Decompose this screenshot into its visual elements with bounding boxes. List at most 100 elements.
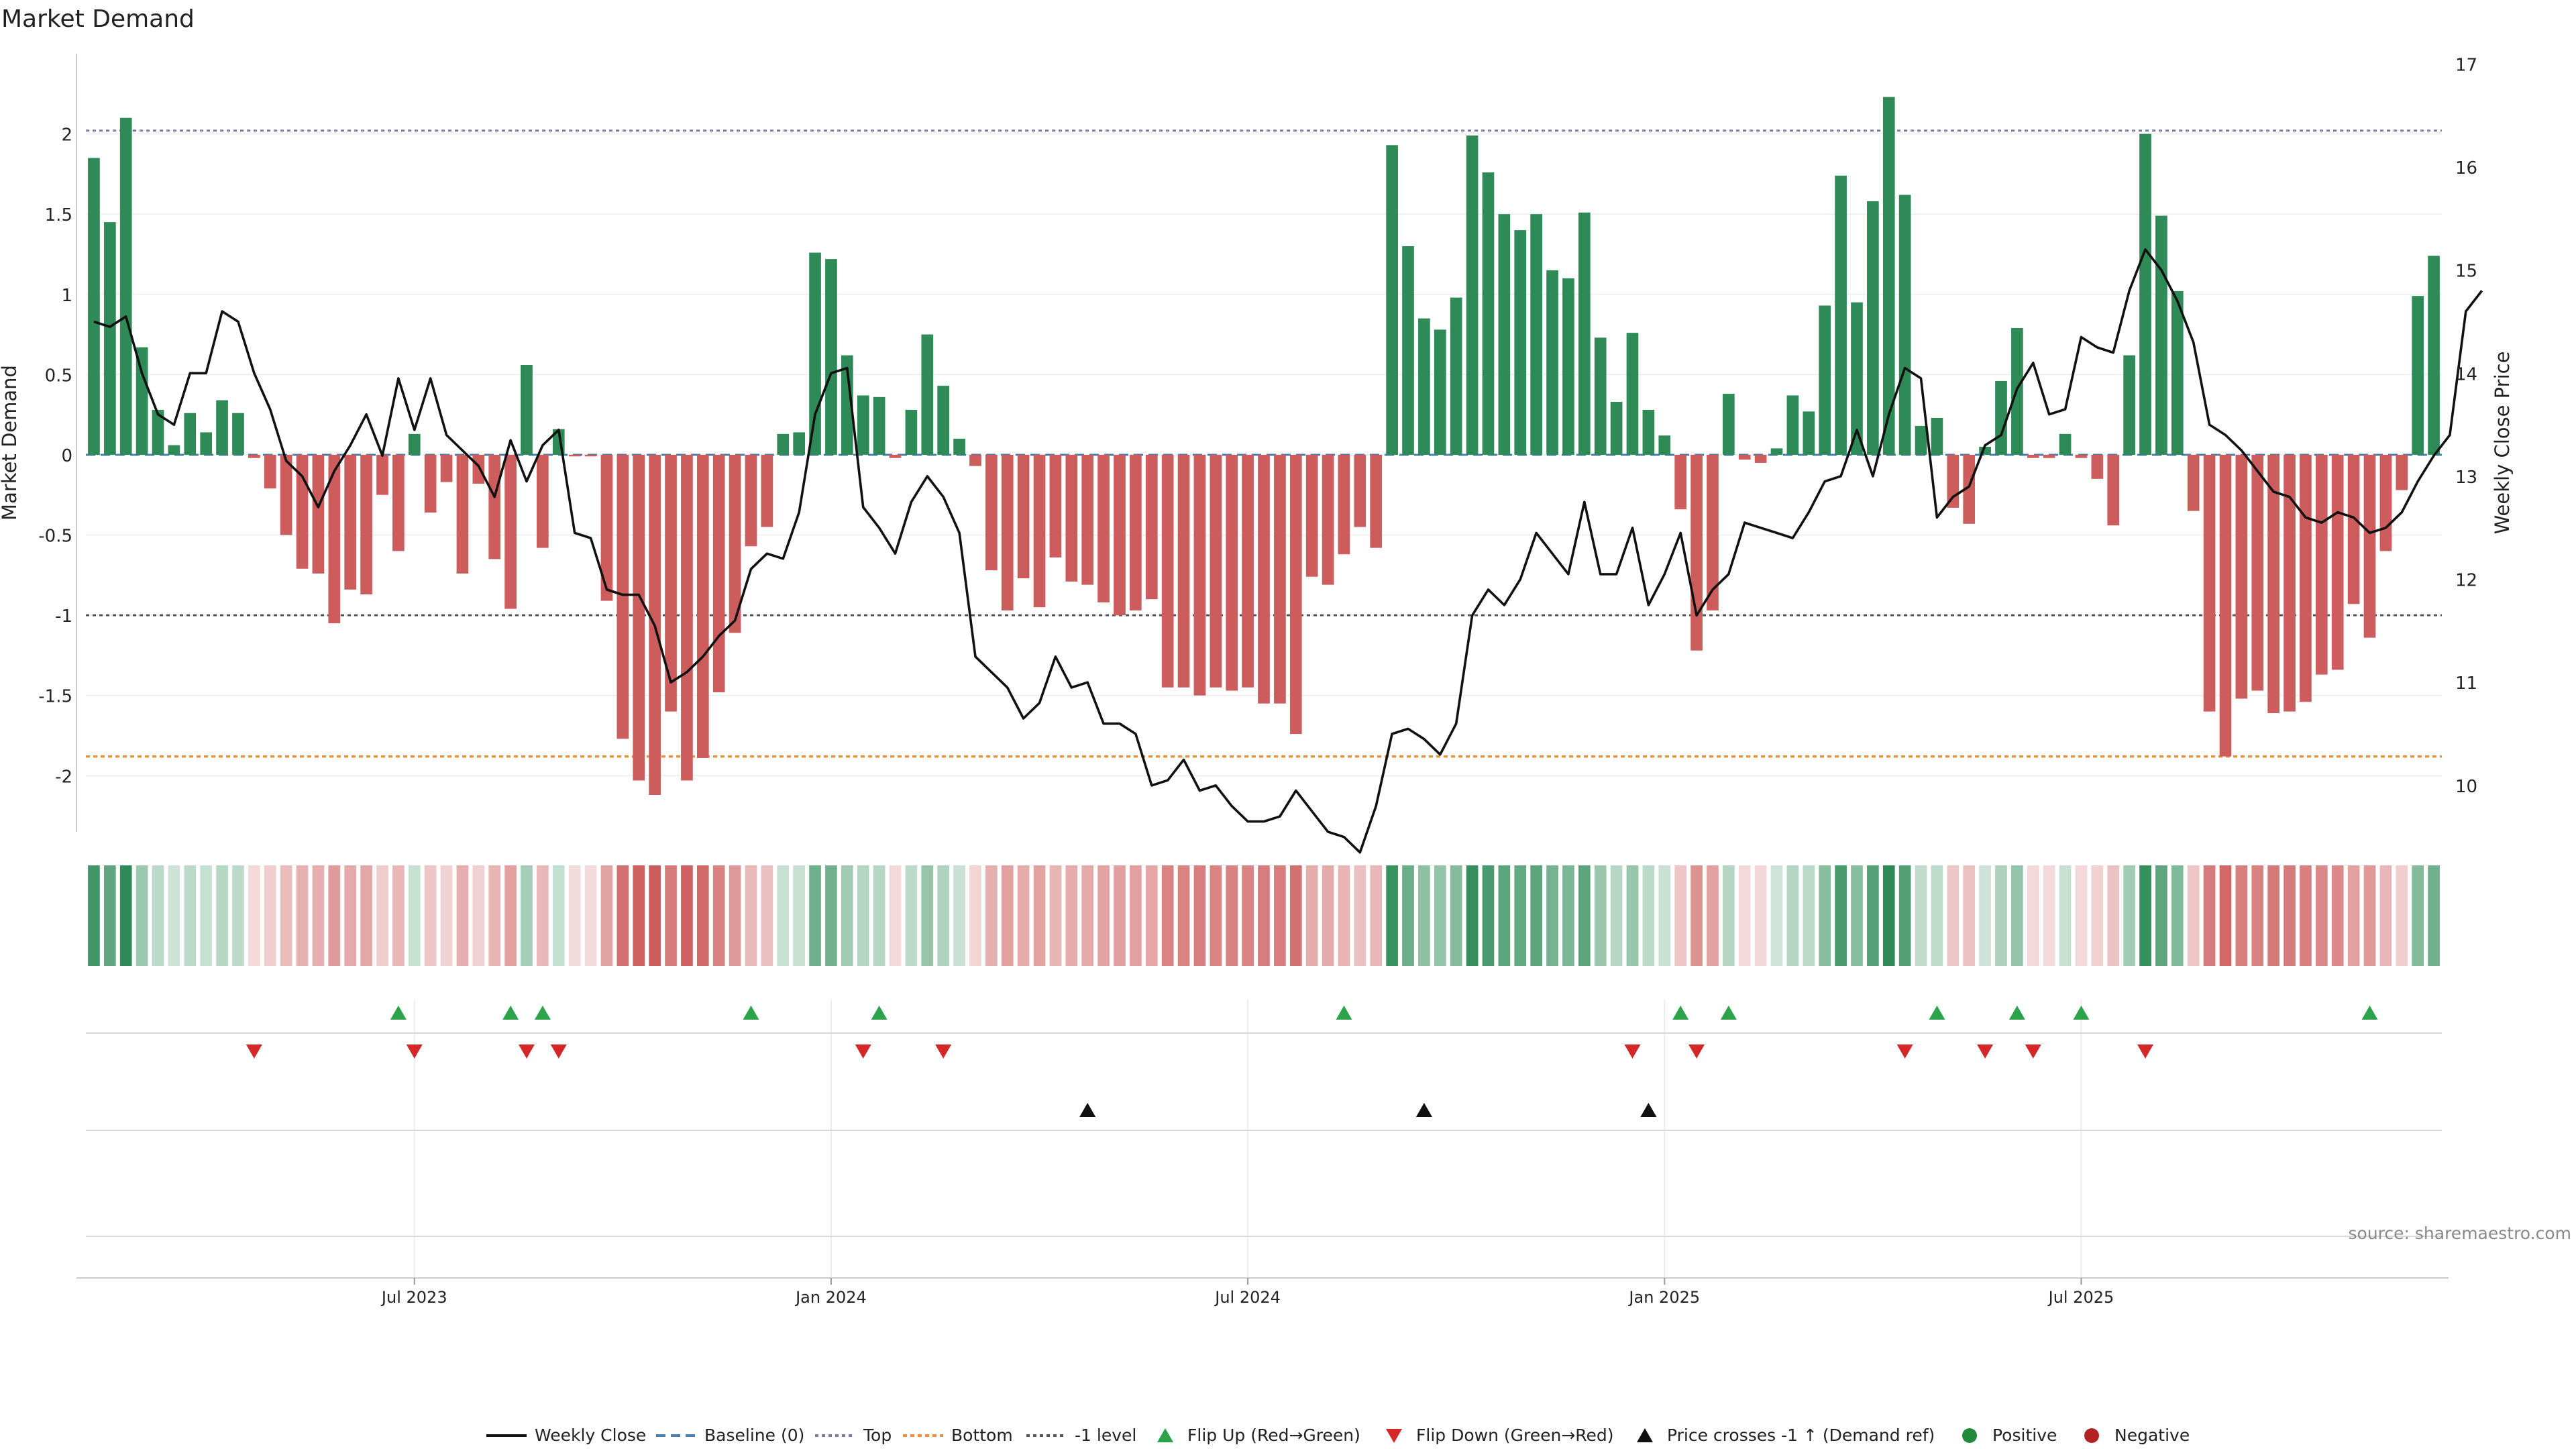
demand-bar-positive (1819, 305, 1831, 455)
demand-bar-negative (2347, 454, 2360, 604)
demand-bar-negative (2219, 454, 2232, 757)
demand-bar-positive (2171, 290, 2184, 455)
heat-cell (1707, 865, 1719, 966)
legend-label: Flip Down (Green→Red) (1416, 1426, 1614, 1445)
heat-cell (488, 865, 501, 966)
demand-bar-negative (1145, 454, 1158, 600)
heat-cell (1177, 865, 1190, 966)
heat-cell (1835, 865, 1847, 966)
heat-cell (1931, 865, 1943, 966)
heat-cell (136, 865, 148, 966)
heat-cell (825, 865, 837, 966)
y-tick-label: -2 (55, 767, 72, 787)
heat-cell (1754, 865, 1767, 966)
x-tick-label: Jan 2025 (1627, 1288, 1700, 1307)
demand-bar-negative (1097, 454, 1110, 602)
flip-up-marker (2008, 1006, 2025, 1020)
x-axis: Jul 2023 Jan 2024 Jul 2024 Jan 2025 Jul 2025 (76, 1277, 2449, 1307)
demand-bar-negative (1354, 454, 1366, 527)
heat-cell (2331, 865, 2344, 966)
demand-bar-positive (937, 386, 950, 455)
demand-bar-positive (1915, 425, 1927, 455)
demand-bar-negative (1001, 454, 1014, 610)
heat-cell (1386, 865, 1398, 966)
demand-bar-negative (1738, 454, 1751, 460)
demand-bars (88, 97, 2440, 795)
legend-triangle-up-swatch (1637, 1428, 1653, 1442)
x-tick-label: Jul 2025 (2047, 1288, 2114, 1307)
demand-bar-negative (985, 454, 998, 571)
y2-tick-label: 13 (2455, 468, 2477, 488)
demand-bar-positive (1562, 278, 1574, 455)
demand-bar-negative (504, 454, 517, 609)
heat-cell (1322, 865, 1334, 966)
demand-bar-positive (1867, 201, 1879, 455)
demand-bar-negative (1081, 454, 1094, 585)
chart-title: Market Demand (1, 5, 195, 33)
heat-cell (2123, 865, 2135, 966)
heat-cell (2363, 865, 2376, 966)
heat-cell (344, 865, 357, 966)
flip-up-marker (1336, 1006, 1352, 1020)
demand-bar-negative (2396, 454, 2408, 490)
heat-cell (1338, 865, 1350, 966)
demand-bar-positive (1594, 337, 1607, 455)
heat-cell (328, 865, 341, 966)
heat-cell (2347, 865, 2360, 966)
flip-down-marker (935, 1044, 952, 1059)
demand-bar-positive (1482, 172, 1495, 455)
price-cross-marker (1079, 1103, 1096, 1117)
heat-cell (985, 865, 998, 966)
heat-cell (2396, 865, 2408, 966)
demand-bar-positive (1882, 97, 1895, 455)
demand-bar-negative (392, 454, 405, 551)
demand-bar-negative (2315, 454, 2328, 675)
demand-bar-positive (200, 432, 213, 455)
flip-up-marker (2073, 1006, 2090, 1020)
flip-down-marker (550, 1044, 567, 1059)
demand-bar-positive (777, 433, 790, 455)
heat-cell (1242, 865, 1254, 966)
heat-cell (2027, 865, 2039, 966)
demand-bar-negative (1674, 454, 1687, 510)
y-tick-label: 0 (61, 446, 72, 466)
demand-bar-negative (1707, 454, 1719, 610)
demand-bar-negative (1947, 454, 1960, 508)
demand-bar-negative (1338, 454, 1350, 555)
demand-bar-negative (312, 454, 325, 574)
demand-bar-positive (1578, 212, 1591, 455)
y2-tick-label: 14 (2455, 364, 2477, 384)
heat-cell (1017, 865, 1030, 966)
demand-bar-negative (424, 454, 437, 513)
demand-bar-negative (456, 454, 469, 574)
demand-bar-negative (1289, 454, 1302, 735)
y-tick-label: -1.5 (38, 687, 72, 707)
demand-bar-negative (2043, 454, 2055, 458)
demand-bar-positive (1402, 246, 1414, 455)
heat-cell (712, 865, 725, 966)
demand-bar-positive (2412, 296, 2424, 455)
heat-cell (1450, 865, 1462, 966)
demand-bar-negative (2267, 454, 2279, 714)
heat-cell (1819, 865, 1831, 966)
demand-bar-negative (1242, 454, 1254, 688)
heat-cell (2428, 865, 2440, 966)
heat-cell (1081, 865, 1094, 966)
demand-bar-negative (248, 454, 260, 458)
y-axis-label: Market Demand (0, 365, 21, 521)
heat-cell (1594, 865, 1607, 966)
y2-tick-label: 11 (2455, 674, 2477, 694)
demand-bar-positive (1995, 380, 2007, 455)
demand-bar-positive (1530, 214, 1542, 455)
heat-cell (2267, 865, 2279, 966)
demand-bar-positive (1642, 409, 1655, 455)
demand-bar-negative (761, 454, 773, 527)
demand-bar-negative (344, 454, 357, 590)
heat-cell (1803, 865, 1815, 966)
price-series (93, 248, 2483, 854)
demand-bar-positive (1498, 214, 1511, 455)
y2-tick-label: 16 (2455, 158, 2477, 178)
y-tick-label: -1 (55, 606, 72, 627)
heat-cell (1915, 865, 1927, 966)
flip-down-marker (246, 1044, 262, 1059)
